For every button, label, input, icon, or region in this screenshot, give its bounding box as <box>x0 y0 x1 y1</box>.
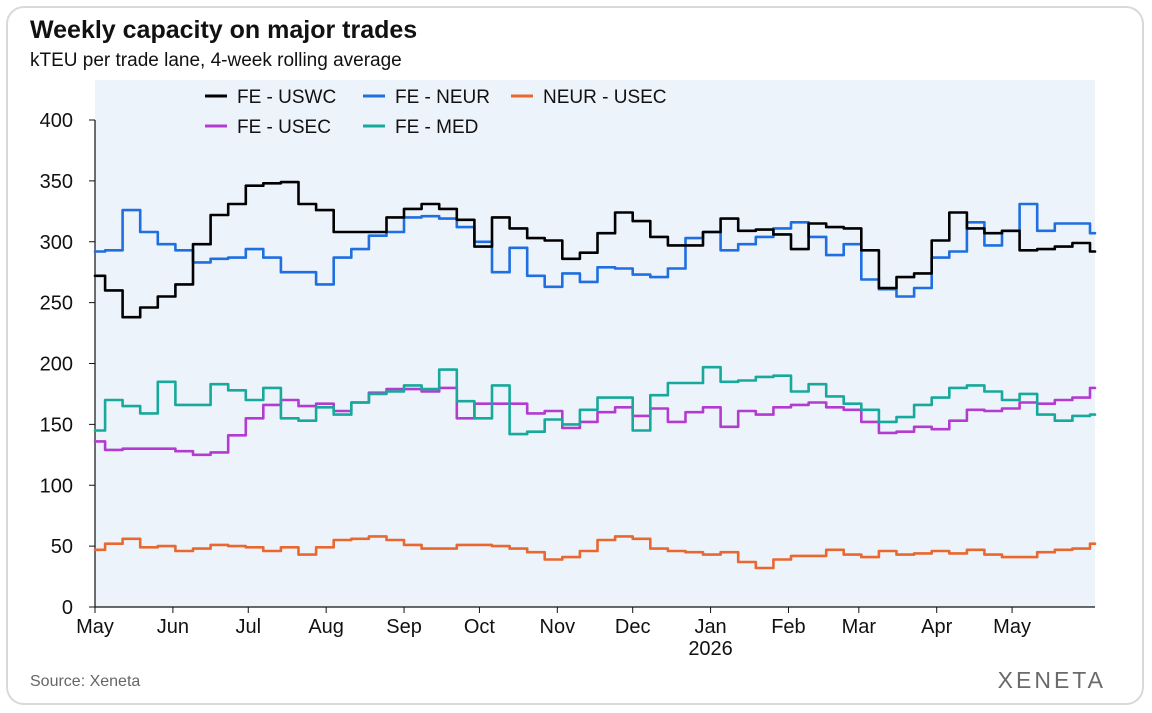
y-tick-label: 50 <box>51 536 73 558</box>
x-tick-label: May <box>993 616 1031 638</box>
x-tick-label: Jan <box>694 616 726 638</box>
y-tick-label: 100 <box>40 475 73 497</box>
x-tick-label: Feb <box>771 616 805 638</box>
x-tick-label: Nov <box>540 616 576 638</box>
series-line-neur-usec <box>93 535 1097 570</box>
x-tick-label: Jul <box>235 616 261 638</box>
series-line-fe-usec <box>93 386 1097 457</box>
legend-label-fe-neur: FE - NEUR <box>395 87 490 108</box>
x-tick-label: Jun <box>157 616 189 638</box>
plot-area <box>95 80 1095 607</box>
x-tick-label: Mar <box>842 616 877 638</box>
y-tick-label: 350 <box>40 171 73 193</box>
chart-title: Weekly capacity on major trades <box>30 16 418 44</box>
y-tick-label: 0 <box>62 597 73 619</box>
xeneta-logo: XENETA <box>997 667 1106 693</box>
legend-label-fe-usec: FE - USEC <box>237 117 331 138</box>
source-note: Source: Xeneta <box>30 673 141 690</box>
legend-label-fe-med: FE - MED <box>395 117 478 138</box>
legend-label-neur-usec: NEUR - USEC <box>543 87 667 108</box>
x-tick-label: May <box>76 616 114 638</box>
y-tick-label: 150 <box>40 414 73 436</box>
y-tick-label: 400 <box>40 110 73 132</box>
legend-label-fe-uswc: FE - USWC <box>237 87 336 108</box>
chart-subtitle: kTEU per trade lane, 4-week rolling aver… <box>30 50 402 71</box>
x-tick-label: Sep <box>386 616 422 638</box>
y-tick-label: 300 <box>40 232 73 254</box>
x-tick-label: Apr <box>921 616 952 638</box>
series-line-fe-med <box>93 365 1097 436</box>
x-tick-label: Oct <box>464 616 496 638</box>
series-line-fe-uswc <box>93 180 1097 319</box>
y-tick-label: 250 <box>40 293 73 315</box>
x-tick-label: Dec <box>615 616 651 638</box>
year-label: 2026 <box>688 638 733 660</box>
x-tick-label: Aug <box>308 616 344 638</box>
series-line-fe-neur <box>93 202 1097 298</box>
y-tick-label: 200 <box>40 354 73 376</box>
